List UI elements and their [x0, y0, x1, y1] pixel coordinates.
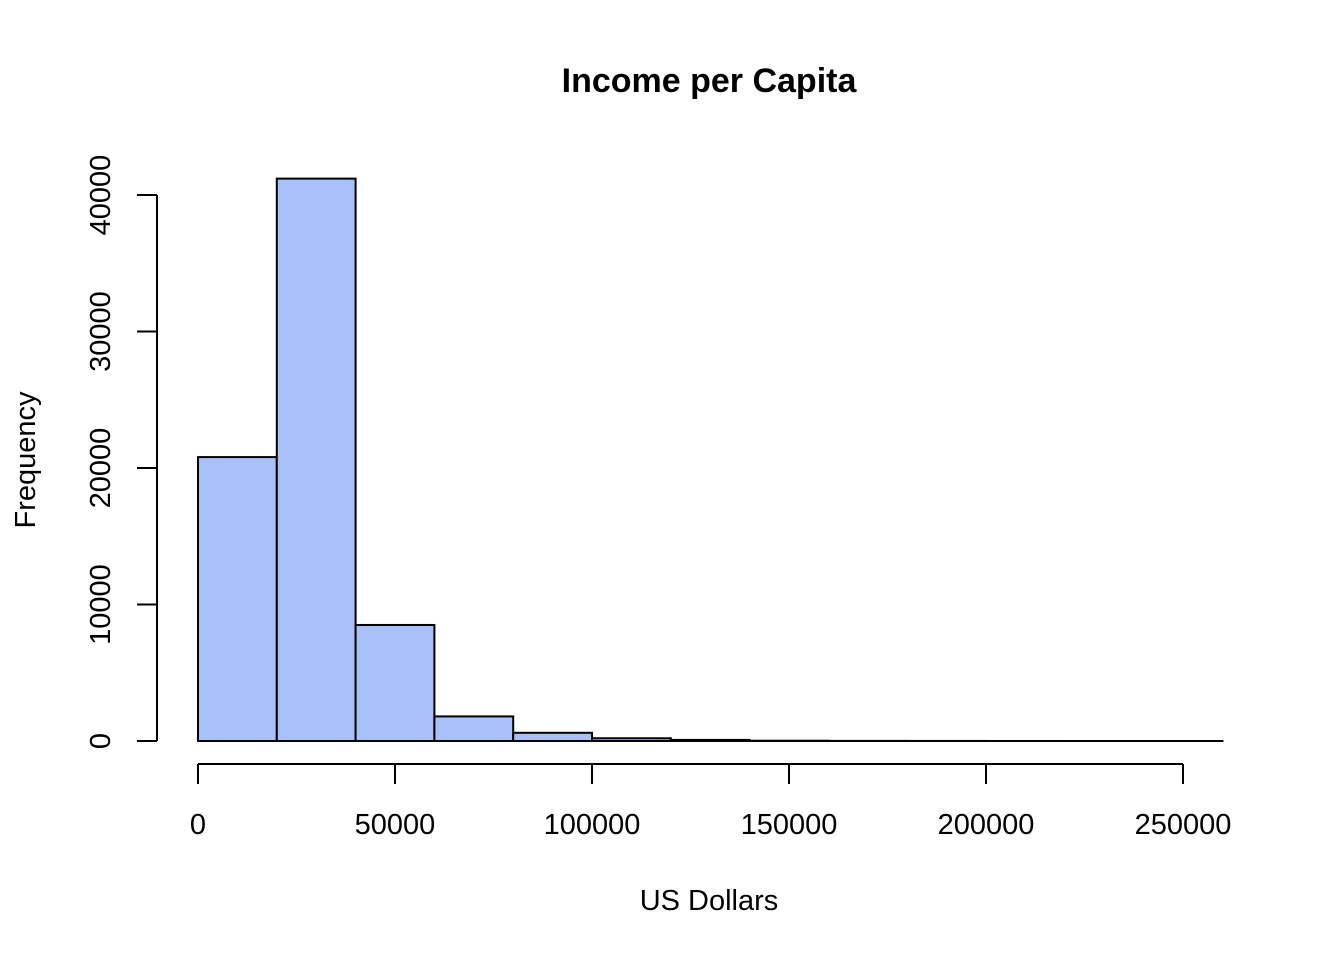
x-axis-label: US Dollars [640, 885, 779, 917]
chart-title: Income per Capita [562, 62, 858, 100]
x-tick-label-0: 0 [190, 809, 206, 841]
x-tick-label-4: 200000 [938, 809, 1035, 841]
histogram-bar-2 [354, 623, 436, 742]
histogram-bar-0 [197, 456, 278, 742]
x-tick-label-5: 250000 [1135, 809, 1232, 841]
histogram-bar-5 [591, 737, 672, 743]
x-axis: 0 50000 100000 150000 200000 250000 [190, 763, 1232, 841]
y-axis: 0 10000 20000 30000 40000 [85, 155, 158, 749]
histogram-bar-1 [275, 177, 357, 742]
x-tick-label-1: 50000 [355, 809, 436, 841]
bars-group [197, 177, 1224, 743]
x-tick-label-2: 100000 [544, 809, 641, 841]
y-tick-label-1: 10000 [85, 564, 117, 645]
histogram-bar-3 [433, 715, 515, 742]
y-tick-label-0: 0 [85, 733, 117, 749]
y-tick-label-3: 30000 [85, 291, 117, 372]
y-tick-label-4: 40000 [85, 155, 117, 236]
histogram-bar-6 [669, 738, 751, 743]
y-axis-label: Frequency [10, 391, 42, 529]
histogram-bar-4 [512, 731, 594, 742]
x-tick-label-3: 150000 [741, 809, 838, 841]
y-tick-label-2: 20000 [85, 428, 117, 509]
